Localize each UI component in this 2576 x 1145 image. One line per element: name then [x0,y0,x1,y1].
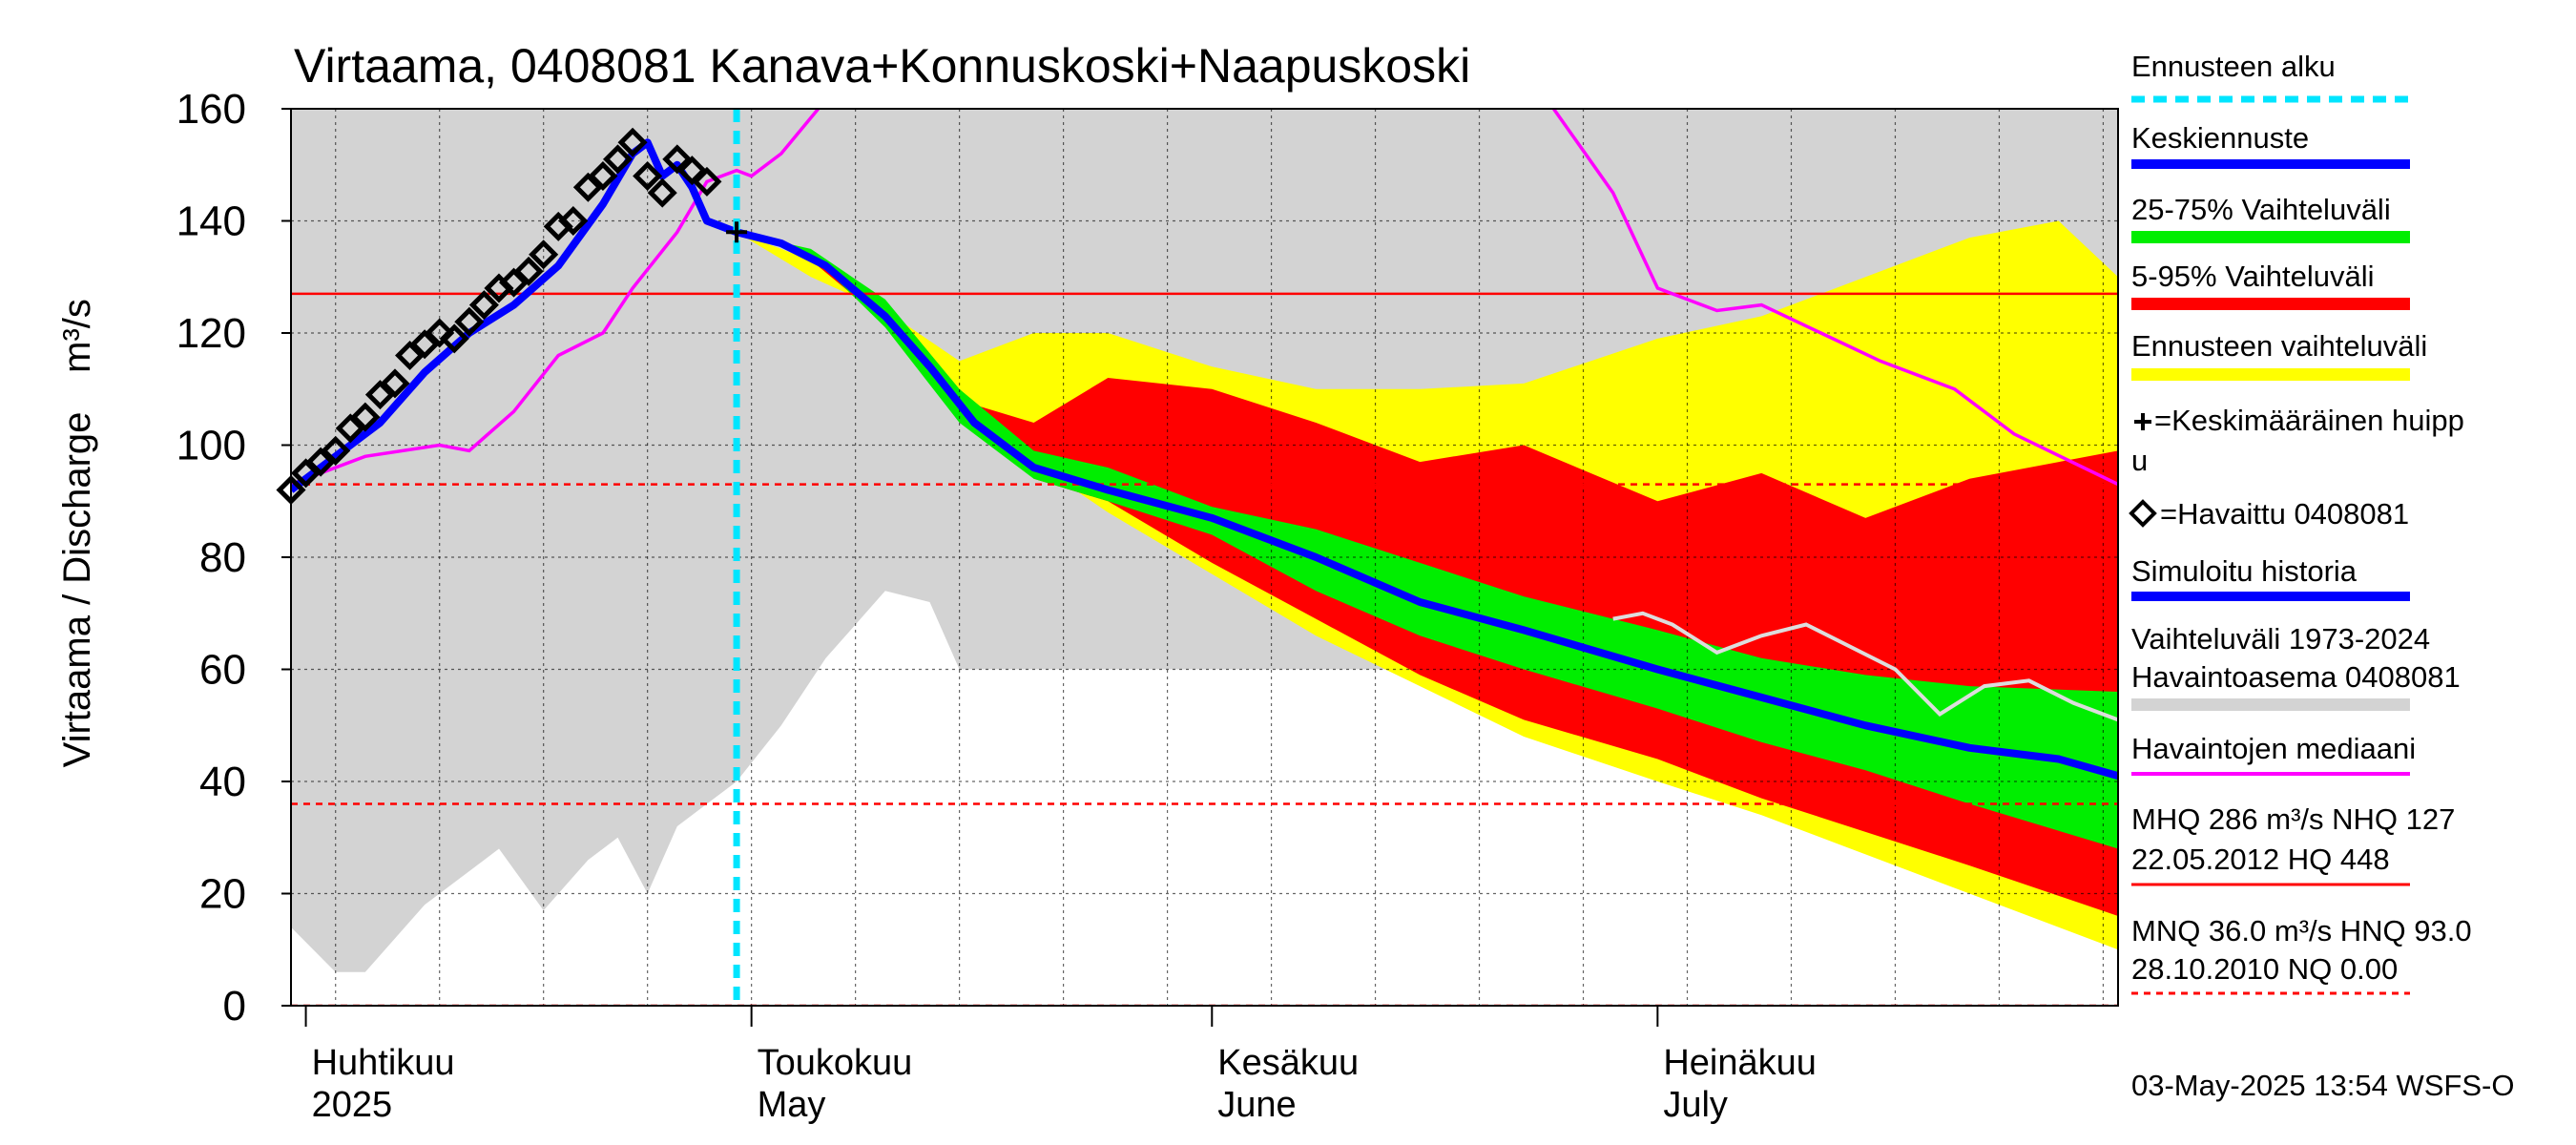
month-label-en: 2025 [312,1085,393,1125]
legend-label-mean-peak: =Keskimääräinen huipp [2154,404,2464,437]
month-label-fi: Heinäkuu [1663,1043,1817,1083]
legend-label-observed: =Havaittu 0408081 [2160,497,2409,531]
latest-year-line [1612,611,2118,722]
markers-layer [276,127,748,506]
timestamp-footer: 03-May-2025 13:54 WSFS-O [2131,1069,2514,1102]
observed-point [468,290,499,321]
y-axis-label: Virtaama / Discharge [56,412,98,768]
legend-label-forecast-range: Ennusteen vaihteluväli [2131,329,2427,363]
legend-label-nq: 28.10.2010 NQ 0.00 [2131,952,2398,986]
legend-label-p5-95: 5-95% Vaihteluväli [2131,260,2374,293]
month-label-fi: Toukokuu [758,1043,913,1083]
observed-point [692,166,722,197]
legend-swatch-sim-history [2131,592,2410,601]
y-tick-label: 40 [199,759,246,805]
y-tick-label: 120 [177,310,246,357]
observed-point [617,127,648,157]
mean-peak-marker [726,221,748,243]
observed-point [425,318,455,348]
legend: Ennusteen alku Keskiennuste 25-75% Vaihtel… [2129,50,2472,995]
observed-point [647,177,677,208]
month-label-en: June [1217,1085,1296,1125]
series-lines-layer [291,109,2118,1006]
observed-point [380,368,410,399]
y-tick-label: 100 [177,423,246,469]
legend-label-hq: 22.05.2012 HQ 448 [2131,843,2390,876]
legend-label-median: Havaintojen mediaani [2131,732,2416,765]
legend-swatch-p5-95 [2131,298,2410,310]
y-tick-label: 0 [223,983,246,1030]
y-tick-label: 20 [199,871,246,918]
observed-point [439,323,469,354]
legend-swatch-p25-75 [2131,231,2410,243]
simulated-history-line [291,138,738,493]
y-tick-label: 140 [177,198,246,245]
legend-label-forecast-start: Ennusteen alku [2131,50,2336,83]
legend-label-hist-station: Havaintoasema 0408081 [2131,660,2461,694]
legend-label-p25-75: 25-75% Vaihteluväli [2131,193,2391,226]
legend-label-mean-forecast: Keskiennuste [2131,121,2309,155]
month-label-fi: Kesäkuu [1217,1043,1359,1083]
observed-point [588,160,618,192]
month-label-en: July [1663,1085,1728,1125]
legend-label-mean-peak-cont: u [2131,444,2148,477]
y-tick-label: 160 [177,86,246,133]
median-line [291,109,2118,487]
mean-forecast-line [736,228,2118,780]
legend-label-mnq: MNQ 36.0 m³/s HNQ 93.0 [2131,914,2472,947]
observed-point [321,435,351,466]
y-tick-label: 80 [199,534,246,581]
observed-point [454,306,485,337]
legend-swatch-forecast-range [2131,368,2410,381]
legend-label-mhq: MHQ 286 m³/s NHQ 127 [2131,802,2455,836]
month-label-en: May [758,1085,826,1125]
y-axis-unit: m³/s [56,299,98,373]
grid-layer [291,108,2118,1007]
month-label-fi: Huhtikuu [312,1043,455,1083]
y-tick-label: 60 [199,647,246,694]
observed-point [558,205,589,237]
legend-swatch-mean-forecast [2131,159,2410,169]
chart-title: Virtaama, 0408081 Kanava+Konnuskoski+Naa… [294,39,1470,93]
legend-observed-icon [2129,499,2157,528]
p25-75-layer [737,232,2118,849]
observed-point [529,239,559,270]
observed-point [350,402,381,432]
observed-point [676,156,707,186]
legend-label-sim-history: Simuloitu historia [2131,554,2358,588]
reference-lines-layer [291,292,2118,1006]
observed-point [602,144,634,175]
observed-point [513,256,544,286]
legend-label-hist-range: Vaihteluväli 1973-2024 [2131,622,2430,656]
observed-point [662,144,693,175]
p25-75-band [737,232,2118,849]
legend-mean-peak-icon [2134,413,2151,430]
legend-swatch-hist-range [2131,698,2410,711]
observed-point [633,160,663,192]
